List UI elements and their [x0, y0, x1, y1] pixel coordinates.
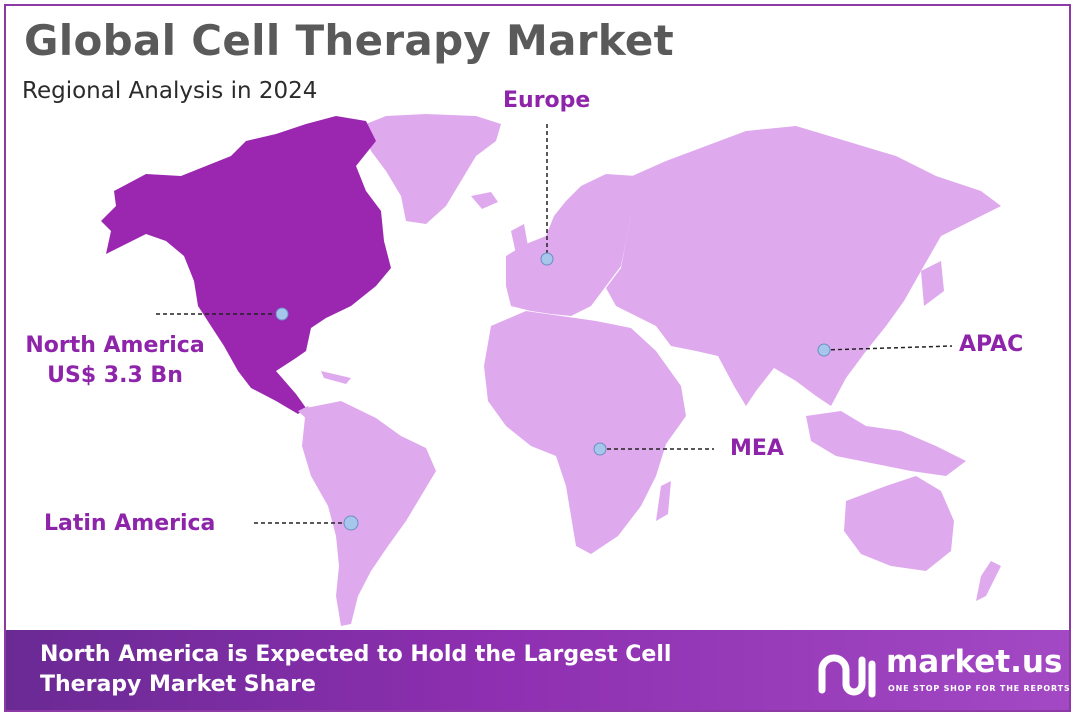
latin-america-marker — [343, 515, 359, 531]
north-america-label: North America US$ 3.3 Bn — [20, 331, 210, 391]
page-title: Global Cell Therapy Market — [24, 16, 675, 65]
new-zealand-shape — [976, 561, 1001, 601]
japan-shape — [921, 261, 944, 306]
footer-text: North America is Expected to Hold the La… — [40, 642, 672, 697]
brand-name: market.us — [886, 644, 1063, 680]
brand: market.us ONE STOP SHOP FOR THE REPORTS — [816, 644, 1069, 700]
north-america-marker — [275, 307, 289, 321]
europe-label: Europe — [503, 88, 591, 113]
south-america-shape — [302, 401, 436, 626]
footer-banner: North America is Expected to Hold the La… — [6, 630, 1069, 710]
market-us-logo-icon — [818, 654, 876, 698]
north-america-name: North America — [25, 333, 205, 358]
brand-tagline: ONE STOP SHOP FOR THE REPORTS — [888, 684, 1071, 693]
europe-marker — [540, 252, 554, 266]
uk-shape — [511, 224, 528, 254]
apac-label: APAC — [959, 332, 1024, 357]
apac-leader-line — [823, 345, 953, 351]
mea-label: MEA — [730, 436, 784, 461]
southeast-asia-shape — [806, 411, 966, 476]
africa-shape — [484, 311, 686, 554]
greenland-shape — [361, 114, 501, 224]
iceland-shape — [471, 192, 498, 209]
apac-marker — [817, 343, 831, 357]
infographic-frame: Global Cell Therapy Market Regional Anal… — [4, 4, 1071, 712]
australia-shape — [844, 476, 954, 571]
north-america-shape — [101, 116, 391, 414]
latin-america-label: Latin America — [44, 511, 216, 536]
asia-shape — [606, 126, 1001, 406]
world-map — [101, 114, 1001, 626]
madagascar-shape — [656, 481, 671, 521]
mea-marker — [593, 442, 607, 456]
north-america-value: US$ 3.3 Bn — [47, 363, 183, 388]
europe-shape — [506, 174, 646, 316]
page-subtitle: Regional Analysis in 2024 — [22, 78, 318, 104]
